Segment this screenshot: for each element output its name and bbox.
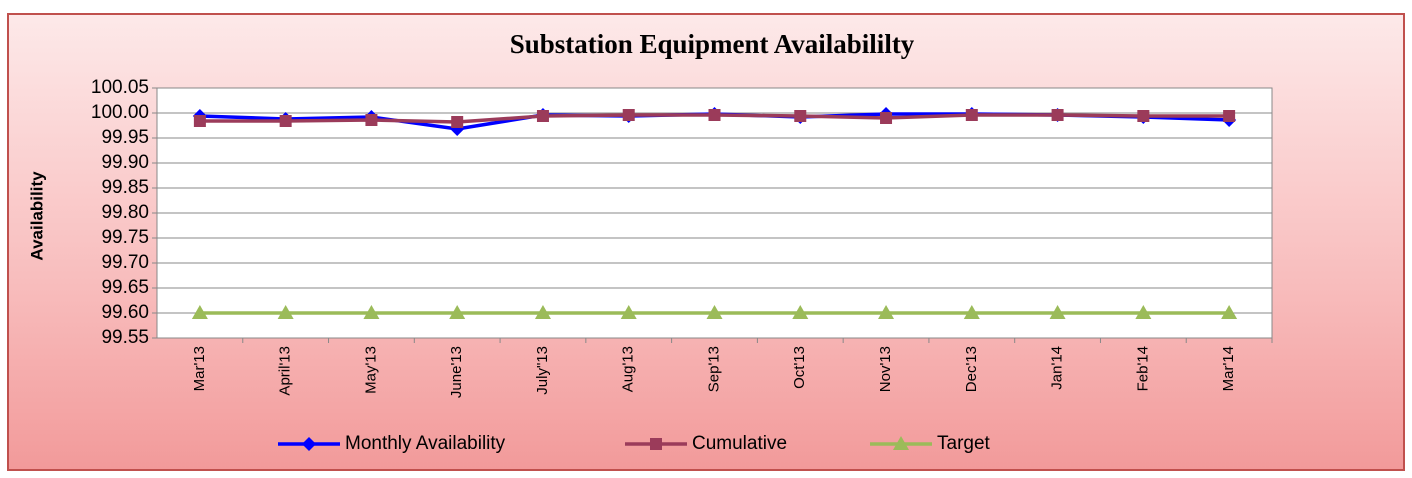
data-point (1221, 305, 1238, 319)
data-point (963, 305, 980, 319)
legend-label: Monthly Availability (345, 433, 506, 454)
y-tick-label: 99.85 (101, 177, 149, 198)
data-point (451, 116, 464, 128)
data-point (878, 305, 895, 319)
y-tick-label: 99.80 (101, 202, 149, 223)
y-tick-label: 100.00 (91, 102, 149, 123)
data-point (1137, 110, 1150, 122)
data-point (1135, 305, 1152, 319)
x-tick-label: June'13 (448, 346, 465, 398)
x-tick-label: Oct'13 (791, 346, 808, 389)
data-point (794, 110, 807, 122)
y-tick-label: 99.95 (101, 127, 149, 148)
data-point (622, 109, 635, 121)
x-tick-label: Dec'13 (963, 346, 980, 392)
x-tick-label: Mar'13 (191, 346, 208, 391)
data-point (708, 109, 721, 121)
y-tick-label: 99.90 (101, 152, 149, 173)
data-point (1223, 110, 1236, 122)
y-axis-label: Availability (27, 171, 46, 261)
data-point (1051, 109, 1064, 121)
data-point (1049, 305, 1066, 319)
x-tick-label: Sep'13 (705, 346, 722, 392)
x-tick-label: Mar'14 (1220, 346, 1237, 391)
y-tick-label: 99.55 (101, 327, 149, 348)
x-tick-label: April'13 (277, 346, 294, 396)
x-tick-label: Nov'13 (877, 346, 894, 392)
x-tick-label: Jan'14 (1049, 346, 1066, 390)
data-point (792, 305, 809, 319)
x-tick-label: Aug'13 (620, 346, 637, 392)
data-point (536, 110, 549, 122)
data-point (363, 305, 380, 319)
x-tick-label: Feb'14 (1134, 346, 1151, 391)
data-point (965, 109, 978, 121)
legend-marker (893, 436, 909, 450)
x-tick-label: May'13 (362, 346, 379, 394)
data-point (449, 305, 466, 319)
data-point (279, 115, 292, 127)
legend-label: Cumulative (692, 433, 787, 454)
legend-marker (302, 437, 316, 451)
data-point (880, 112, 893, 124)
data-point (277, 305, 294, 319)
data-point (365, 114, 378, 126)
data-point (620, 305, 637, 319)
legend-marker (650, 438, 662, 450)
legend-label: Target (937, 433, 991, 454)
y-tick-label: 100.05 (91, 77, 149, 98)
y-tick-label: 99.65 (101, 277, 149, 298)
data-point (706, 305, 723, 319)
chart-title: Substation Equipment Availabililty (510, 29, 915, 59)
data-point (191, 305, 208, 319)
data-point (193, 115, 206, 127)
y-tick-label: 99.70 (101, 252, 149, 273)
data-point (534, 305, 551, 319)
x-tick-label: July"13 (534, 346, 551, 395)
y-tick-label: 99.75 (101, 227, 149, 248)
y-tick-label: 99.60 (101, 302, 149, 323)
